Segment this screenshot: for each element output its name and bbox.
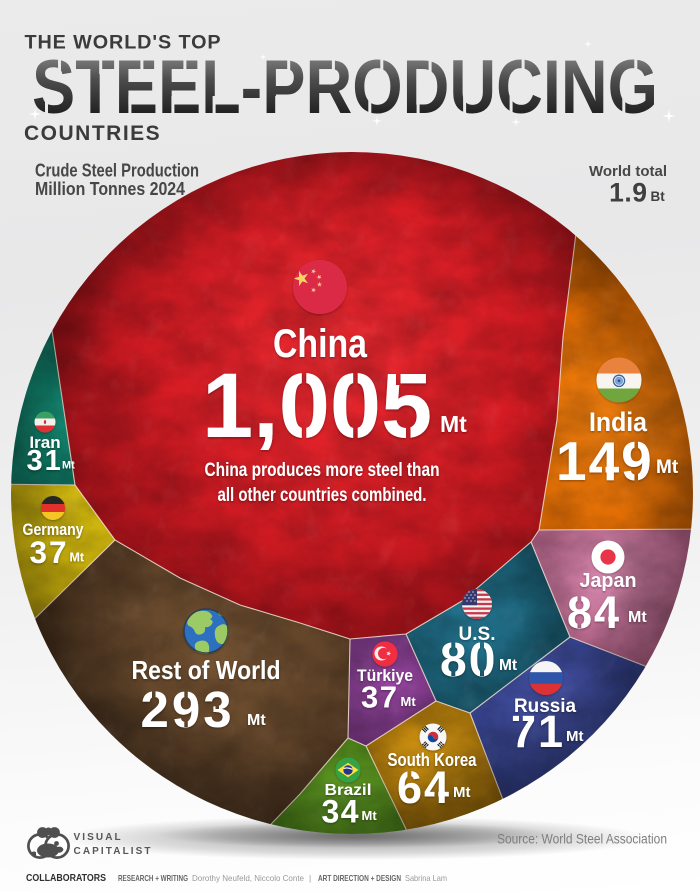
svg-text:Sabrina Lam: Sabrina Lam <box>405 873 447 883</box>
svg-text:Source: World Steel Associatio: Source: World Steel Association <box>497 832 667 847</box>
svg-text:31: 31 <box>27 445 63 477</box>
svg-text:ART DIRECTION + DESIGN: ART DIRECTION + DESIGN <box>318 873 401 883</box>
svg-text:293: 293 <box>141 681 235 738</box>
svg-text:80: 80 <box>440 634 497 687</box>
svg-text:Mt: Mt <box>440 411 467 437</box>
svg-text:Türkiye: Türkiye <box>357 666 413 685</box>
svg-text:71: 71 <box>511 706 565 757</box>
svg-text:Million Tonnes 2024: Million Tonnes 2024 <box>35 179 185 199</box>
svg-text:all other countries combined.: all other countries combined. <box>218 484 427 506</box>
svg-text:COLLABORATORS: COLLABORATORS <box>26 873 106 884</box>
svg-text:STEEL-PRODUCING: STEEL-PRODUCING <box>32 45 658 130</box>
svg-text:Brazil: Brazil <box>325 782 372 799</box>
svg-text:South Korea: South Korea <box>388 749 478 770</box>
svg-text:1,005: 1,005 <box>202 355 432 457</box>
svg-text:CAPITALIST: CAPITALIST <box>74 846 153 857</box>
svg-text:Dorothy Neufeld, Niccolo Conte: Dorothy Neufeld, Niccolo Conte <box>192 873 304 883</box>
svg-text:China: China <box>273 322 368 366</box>
svg-text:RESEARCH + WRITING: RESEARCH + WRITING <box>118 873 188 883</box>
svg-text:Bt: Bt <box>651 189 666 204</box>
svg-text:Mt: Mt <box>656 457 679 478</box>
svg-text:84: 84 <box>567 587 621 638</box>
svg-text:Mt: Mt <box>566 728 584 745</box>
svg-text:1.9: 1.9 <box>609 178 647 208</box>
svg-text:China produces more steel than: China produces more steel than <box>205 459 440 481</box>
svg-text:37: 37 <box>361 680 398 715</box>
svg-text:India: India <box>589 407 648 437</box>
svg-text:149: 149 <box>556 430 654 492</box>
svg-text:34: 34 <box>322 794 361 830</box>
svg-text:|: | <box>309 873 311 883</box>
svg-text:Japan: Japan <box>580 570 637 592</box>
svg-text:COUNTRIES: COUNTRIES <box>24 122 161 145</box>
svg-text:Mt: Mt <box>499 657 517 674</box>
svg-text:U.S.: U.S. <box>459 624 496 645</box>
svg-text:Crude Steel Production: Crude Steel Production <box>35 161 199 181</box>
svg-text:World total: World total <box>589 163 667 180</box>
svg-text:Russia: Russia <box>514 696 576 717</box>
svg-text:Mt: Mt <box>628 609 647 626</box>
svg-text:64: 64 <box>397 762 451 813</box>
svg-text:Germany: Germany <box>23 521 85 539</box>
svg-text:Mt: Mt <box>453 784 471 801</box>
svg-text:Mt: Mt <box>70 551 85 565</box>
svg-text:Iran: Iran <box>29 433 60 452</box>
svg-text:Mt: Mt <box>247 712 266 729</box>
svg-text:Mt: Mt <box>401 694 417 709</box>
svg-text:Mt: Mt <box>62 460 75 472</box>
svg-text:Rest of World: Rest of World <box>132 655 281 685</box>
svg-text:THE WORLD'S TOP: THE WORLD'S TOP <box>25 32 222 54</box>
svg-text:Mt: Mt <box>362 808 378 823</box>
svg-text:VISUAL: VISUAL <box>74 832 123 843</box>
svg-text:37: 37 <box>30 534 69 570</box>
